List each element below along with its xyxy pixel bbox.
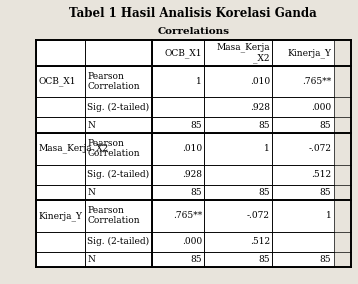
Text: Pearson
Correlation: Pearson Correlation <box>87 72 140 91</box>
Text: N: N <box>87 188 95 197</box>
Text: Kinerja_Y: Kinerja_Y <box>39 211 83 221</box>
Text: N: N <box>87 255 95 264</box>
Text: Tabel 1 Hasil Analisis Korelasi Ganda: Tabel 1 Hasil Analisis Korelasi Ganda <box>69 7 317 20</box>
Text: 1: 1 <box>264 144 270 153</box>
Text: 1: 1 <box>326 211 332 220</box>
Text: .010: .010 <box>182 144 202 153</box>
Text: 1: 1 <box>197 77 202 86</box>
Text: Correlations: Correlations <box>157 27 229 36</box>
Text: .765**: .765** <box>302 77 332 86</box>
Text: Sig. (2-tailed): Sig. (2-tailed) <box>87 103 150 112</box>
Text: 85: 85 <box>320 255 332 264</box>
Text: 85: 85 <box>258 188 270 197</box>
Text: 85: 85 <box>190 255 202 264</box>
Text: Pearson
Correlation: Pearson Correlation <box>87 139 140 158</box>
Text: Masa_Kerja_X2: Masa_Kerja_X2 <box>39 144 109 153</box>
Text: Kinerja_Y: Kinerja_Y <box>287 48 332 58</box>
Text: .928: .928 <box>250 103 270 112</box>
Text: Sig. (2-tailed): Sig. (2-tailed) <box>87 237 150 246</box>
Text: Masa_Kerja
_X2: Masa_Kerja _X2 <box>216 42 270 63</box>
Text: 85: 85 <box>190 188 202 197</box>
Text: .000: .000 <box>311 103 332 112</box>
Text: Sig. (2-tailed): Sig. (2-tailed) <box>87 170 150 179</box>
Text: Pearson
Correlation: Pearson Correlation <box>87 206 140 225</box>
Text: .928: .928 <box>182 170 202 179</box>
Text: 85: 85 <box>258 255 270 264</box>
Text: .512: .512 <box>250 237 270 246</box>
Text: OCB_X1: OCB_X1 <box>39 77 76 86</box>
Text: .000: .000 <box>182 237 202 246</box>
Text: -.072: -.072 <box>308 144 332 153</box>
Text: -.072: -.072 <box>247 211 270 220</box>
Text: N: N <box>87 121 95 130</box>
Text: .512: .512 <box>311 170 332 179</box>
Text: 85: 85 <box>190 121 202 130</box>
Text: .765**: .765** <box>173 211 202 220</box>
Text: 85: 85 <box>258 121 270 130</box>
Text: 85: 85 <box>320 188 332 197</box>
Text: .010: .010 <box>250 77 270 86</box>
Text: OCB_X1: OCB_X1 <box>165 48 202 58</box>
Text: 85: 85 <box>320 121 332 130</box>
